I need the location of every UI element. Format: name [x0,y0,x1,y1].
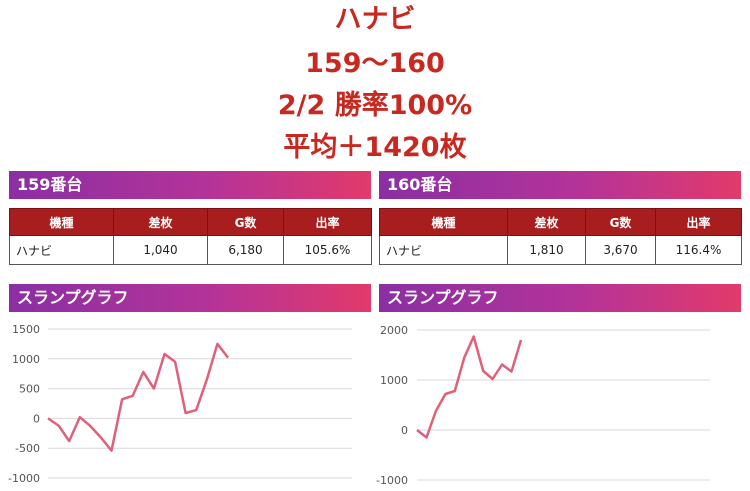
machine-160-stats-table: 機種 差枚 G数 出率 ハナビ 1,810 3,670 116.4% [379,208,742,265]
header-machine: 機種 [9,208,114,236]
cell-rate: 105.6% [283,235,372,265]
y-tick-label: 0 [33,412,40,425]
cell-machine-name: ハナビ [9,235,114,265]
headline-range: 159～160 [305,48,445,79]
y-tick-label: 1000 [380,374,408,387]
series-line [416,335,523,439]
table-row: ハナビ 1,810 3,670 116.4% [379,235,742,265]
y-tick-label: 1000 [12,353,40,366]
cell-games: 6,180 [207,235,284,265]
cell-diff: 1,040 [113,235,208,265]
cell-games: 3,670 [585,235,656,265]
headline-average: 平均＋1420枚 [283,132,467,163]
headline-machine: ハナビ [334,4,416,35]
cell-rate: 116.4% [655,235,742,265]
machine-159-graph-band: スランプグラフ [9,284,371,312]
header-games: G数 [207,208,284,236]
y-tick-label: -1000 [8,472,40,485]
table-header-row: 機種 差枚 G数 出率 [9,208,372,236]
machine-159-stats-table: 機種 差枚 G数 出率 ハナビ 1,040 6,180 105.6% [9,208,372,265]
header-rate: 出率 [283,208,372,236]
cell-diff: 1,810 [507,235,586,265]
y-tick-label: 1500 [12,323,40,336]
machine-160-title-band: 160番台 [379,171,741,199]
y-tick-label: 0 [401,424,408,437]
cell-machine-name: ハナビ [379,235,508,265]
machine-160-graph-band: スランプグラフ [379,284,741,312]
series-line [47,342,229,452]
table-header-row: 機種 差枚 G数 出率 [379,208,742,236]
headline-record: 2/2 勝率100% [277,90,473,121]
y-tick-label: -1000 [376,474,408,487]
y-tick-label: 2000 [380,324,408,337]
y-tick-label: 500 [19,383,40,396]
y-tick-label: -500 [15,442,40,455]
header-machine: 機種 [379,208,508,236]
table-row: ハナビ 1,040 6,180 105.6% [9,235,372,265]
header-diff: 差枚 [113,208,208,236]
header-rate: 出率 [655,208,742,236]
slump-graph-159: 1500 1000 500 0 -500 -1000 [8,323,352,485]
header-games: G数 [585,208,656,236]
slump-graph-160: 2000 1000 0 -1000 [376,324,710,487]
header-diff: 差枚 [507,208,586,236]
machine-159-title-band: 159番台 [9,171,371,199]
